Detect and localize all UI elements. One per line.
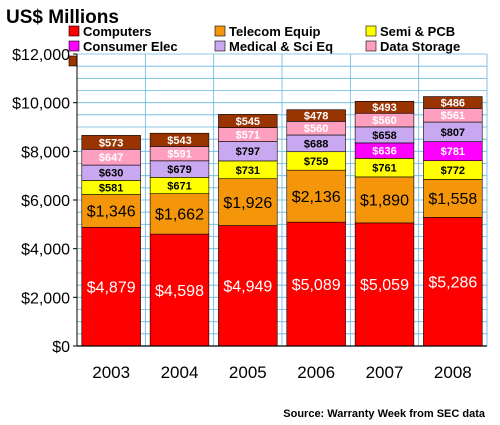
bar-computers-2003 bbox=[81, 226, 141, 347]
x-tick-label: 2005 bbox=[229, 363, 267, 382]
data-label-semi-and-pcb-2005: $731 bbox=[236, 165, 260, 177]
data-label-telecom-equip-2007: $1,890 bbox=[360, 193, 409, 210]
data-label-semi-and-pcb-2004: $671 bbox=[167, 180, 191, 192]
x-tick-label: 2003 bbox=[92, 363, 130, 382]
data-label-data-storage-2006: $560 bbox=[304, 123, 328, 135]
data-label-data-storage-2003: $647 bbox=[99, 152, 123, 164]
legend-swatch-medical-and-sci-eq bbox=[214, 40, 226, 52]
chart-title: US$ Millions bbox=[6, 7, 119, 28]
bar-computers-2005 bbox=[218, 225, 278, 347]
bar-telecom-equip-2006 bbox=[286, 169, 346, 223]
data-label-medical-and-sci-eq-2004: $679 bbox=[167, 164, 191, 176]
data-label-medical-and-sci-eq-2005: $797 bbox=[236, 146, 260, 158]
y-tick-label: $2,000 bbox=[21, 290, 70, 307]
y-tick-label: $12,000 bbox=[12, 47, 70, 64]
legend-swatch-consumer-elec bbox=[68, 40, 80, 52]
x-tick-label: 2007 bbox=[366, 363, 404, 382]
data-label-data-storage-2004: $591 bbox=[167, 149, 191, 161]
data-label-peripherals-2008: $486 bbox=[441, 97, 465, 109]
data-label-computers-2006: $5,089 bbox=[292, 277, 341, 294]
data-label-medical-and-sci-eq-2003: $630 bbox=[99, 168, 123, 180]
data-label-telecom-equip-2005: $1,926 bbox=[223, 195, 272, 212]
data-label-peripherals-2004: $543 bbox=[167, 135, 191, 147]
data-label-telecom-equip-2008: $1,558 bbox=[428, 191, 477, 208]
y-tick-label: $10,000 bbox=[12, 96, 70, 113]
data-label-semi-and-pcb-2006: $759 bbox=[304, 156, 328, 168]
data-label-semi-and-pcb-2008: $772 bbox=[441, 165, 465, 177]
legend-label-semi-and-pcb: Semi & PCB bbox=[380, 24, 455, 39]
bar-computers-2006 bbox=[286, 221, 346, 347]
legend-label-medical-and-sci-eq: Medical & Sci Eq bbox=[229, 39, 333, 54]
data-label-telecom-equip-2006: $2,136 bbox=[292, 189, 341, 206]
legend-label-data-storage: Data Storage bbox=[380, 39, 460, 54]
y-axis: $0 $2,000 $4,000 $6,000 $8,000 $10,000 $12,000 bbox=[12, 47, 78, 356]
legend-label-telecom-equip: Telecom Equip bbox=[229, 24, 321, 39]
data-label-medical-and-sci-eq-2006: $688 bbox=[304, 138, 328, 150]
data-label-computers-2008: $5,286 bbox=[428, 274, 477, 291]
source-note: Source: Warranty Week from SEC data bbox=[283, 408, 486, 420]
y-tick-label: $0 bbox=[52, 339, 70, 356]
data-label-telecom-equip-2003: $1,346 bbox=[87, 204, 136, 221]
bar-peripherals-2003 bbox=[81, 135, 141, 150]
bar-telecom-equip-2003 bbox=[81, 194, 141, 228]
data-label-peripherals-2007: $493 bbox=[372, 102, 396, 114]
legend-label-computers: Computers bbox=[83, 24, 152, 39]
bar-telecom-equip-2008 bbox=[423, 179, 483, 218]
bar-peripherals-2007 bbox=[354, 100, 415, 114]
data-label-computers-2007: $5,059 bbox=[360, 277, 409, 294]
y-tick-label: $6,000 bbox=[21, 193, 70, 210]
y-tick-label: $4,000 bbox=[21, 242, 70, 259]
bar-telecom-equip-2007 bbox=[354, 176, 415, 224]
data-label-data-storage-2007: $560 bbox=[372, 115, 396, 127]
legend-label-consumer-elec: Consumer Elec bbox=[83, 39, 178, 54]
bars: $4,879 $1,346 $581 $630 $647 $573 $4,598 $1,662… bbox=[81, 96, 483, 347]
bar-telecom-equip-2005 bbox=[218, 178, 278, 226]
legend-swatch-semi-and-pcb bbox=[365, 25, 377, 37]
bar-computers-2007 bbox=[354, 222, 415, 347]
y-tick-label: $8,000 bbox=[21, 144, 70, 161]
bar-telecom-equip-2004 bbox=[149, 193, 210, 235]
data-label-computers-2005: $4,949 bbox=[223, 279, 272, 296]
data-label-data-storage-2005: $571 bbox=[236, 130, 260, 142]
x-tick-label: 2008 bbox=[434, 363, 472, 382]
data-label-peripherals-2006: $478 bbox=[304, 110, 328, 122]
data-label-peripherals-2003: $573 bbox=[99, 137, 123, 149]
data-label-medical-and-sci-eq-2008: $807 bbox=[441, 127, 465, 139]
legend-swatch-data-storage bbox=[365, 40, 377, 52]
data-label-telecom-equip-2004: $1,662 bbox=[155, 207, 204, 224]
bar-peripherals-2008 bbox=[423, 96, 483, 109]
gridlines bbox=[76, 53, 488, 347]
x-axis: 2003 2004 2005 2006 2007 2008 bbox=[77, 345, 487, 382]
data-label-consumer-elec-2007: $636 bbox=[372, 146, 396, 158]
x-tick-label: 2006 bbox=[297, 363, 335, 382]
data-label-semi-and-pcb-2007: $761 bbox=[372, 163, 396, 175]
data-label-peripherals-2005: $545 bbox=[236, 116, 260, 128]
data-label-semi-and-pcb-2003: $581 bbox=[99, 182, 123, 194]
data-label-data-storage-2008: $561 bbox=[441, 110, 465, 122]
data-label-computers-2003: $4,879 bbox=[87, 279, 136, 296]
data-label-computers-2004: $4,598 bbox=[155, 283, 204, 300]
data-label-consumer-elec-2008: $781 bbox=[441, 146, 465, 158]
bar-peripherals-2005 bbox=[218, 114, 278, 128]
data-label-medical-and-sci-eq-2007: $658 bbox=[372, 130, 396, 142]
legend-swatch-computers bbox=[68, 25, 80, 37]
bar-peripherals-2004 bbox=[149, 132, 210, 147]
legend-swatch-telecom-equip bbox=[214, 25, 226, 37]
x-tick-label: 2004 bbox=[161, 363, 199, 382]
bar-peripherals-2006 bbox=[286, 109, 346, 122]
